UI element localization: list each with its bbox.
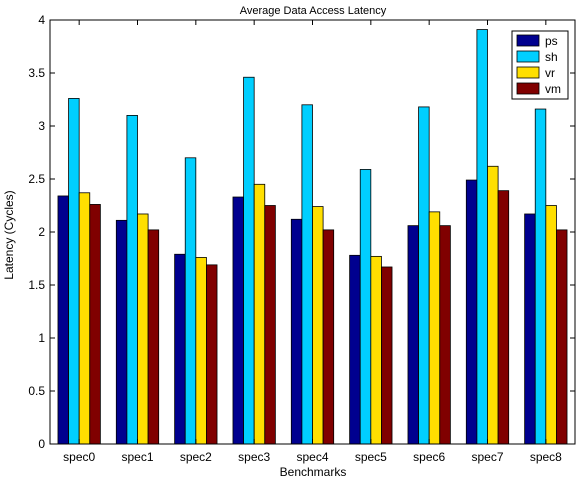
bar-ps-spec3 xyxy=(232,196,244,445)
y-axis-title: Latency (Cycles) xyxy=(2,190,16,279)
chart-title: Average Data Access Latency xyxy=(240,5,387,17)
y-tick-label: 0 xyxy=(38,437,45,451)
x-tick-label-spec4: spec4 xyxy=(296,450,328,464)
bar-vm-spec3 xyxy=(264,205,276,445)
legend-label-vm: vm xyxy=(545,82,561,96)
bar-ps-spec7 xyxy=(465,179,478,445)
bar-ps-spec0 xyxy=(57,195,69,445)
bar-vm-spec8 xyxy=(556,229,568,445)
y-tick-label: 1 xyxy=(38,331,45,345)
bar-vm-spec1 xyxy=(147,229,160,445)
x-axis: spec0 spec1 spec2 spec3 spec4 spec5 spec6 spec7… xyxy=(63,20,562,464)
y-tick-label: 2 xyxy=(38,225,45,239)
bar-vr-spec3 xyxy=(253,183,266,445)
y-tick-label: 2.5 xyxy=(28,172,45,186)
bar-ps-spec6 xyxy=(407,225,419,445)
y-tick-label: 4 xyxy=(38,13,45,27)
bar-vm-spec6 xyxy=(439,225,451,445)
bar-vm-spec5 xyxy=(381,266,393,445)
bar-vm-spec0 xyxy=(89,204,101,445)
bar-ps-spec2 xyxy=(174,253,186,445)
legend-swatch-vr xyxy=(516,66,540,79)
bar-sh-spec3 xyxy=(243,76,255,445)
bar-ps-spec4 xyxy=(290,218,303,445)
legend-swatch-sh xyxy=(516,50,540,63)
bar-vr-spec8 xyxy=(545,205,557,445)
bar-vm-spec2 xyxy=(206,264,218,445)
bar-ps-spec5 xyxy=(349,254,361,445)
bar-vr-spec2 xyxy=(195,257,207,445)
x-axis-title: Benchmarks xyxy=(280,465,347,479)
x-tick-label-spec1: spec1 xyxy=(121,450,153,464)
bar-sh-spec6 xyxy=(418,106,430,445)
x-tick-label-spec7: spec7 xyxy=(471,450,503,464)
x-tick-label-spec6: spec6 xyxy=(413,450,445,464)
bar-vr-spec1 xyxy=(137,213,149,445)
bar-vm-spec7 xyxy=(497,190,510,445)
bar-vr-spec7 xyxy=(487,165,499,445)
bar-vr-spec4 xyxy=(312,206,324,445)
y-axis: 0 0.5 1 1.5 2 2.5 3 3.5 4 xyxy=(28,13,575,451)
bar-sh-spec5 xyxy=(359,169,372,445)
legend-label-vr: vr xyxy=(545,66,555,80)
bar-sh-spec8 xyxy=(534,108,547,445)
x-tick-label-spec8: spec8 xyxy=(530,450,562,464)
y-tick-label: 1.5 xyxy=(28,278,45,292)
x-tick-label-spec2: spec2 xyxy=(180,450,212,464)
bar-ps-spec8 xyxy=(524,213,536,445)
x-tick-label-spec0: spec0 xyxy=(63,450,95,464)
y-tick-label: 3.5 xyxy=(28,66,45,80)
legend-label-sh: sh xyxy=(545,50,558,64)
bar-sh-spec2 xyxy=(184,157,197,445)
bar-vr-spec0 xyxy=(78,192,91,445)
bar-vr-spec5 xyxy=(370,255,382,445)
y-tick-label: 0.5 xyxy=(28,384,45,398)
bars-group xyxy=(57,29,568,445)
x-tick-label-spec3: spec3 xyxy=(238,450,270,464)
bar-sh-spec1 xyxy=(126,115,138,445)
legend-label-ps: ps xyxy=(545,34,558,48)
x-tick-label-spec5: spec5 xyxy=(355,450,387,464)
bar-sh-spec7 xyxy=(476,29,488,445)
bar-vm-spec4 xyxy=(322,229,335,445)
bar-vr-spec6 xyxy=(428,211,441,445)
legend-swatch-ps xyxy=(516,34,540,47)
legend: ps sh vr vm xyxy=(511,30,569,100)
bar-ps-spec1 xyxy=(115,219,128,445)
bar-sh-spec4 xyxy=(301,104,313,445)
y-tick-label: 3 xyxy=(38,119,45,133)
bar-sh-spec0 xyxy=(68,98,80,445)
legend-swatch-vm xyxy=(516,82,540,95)
